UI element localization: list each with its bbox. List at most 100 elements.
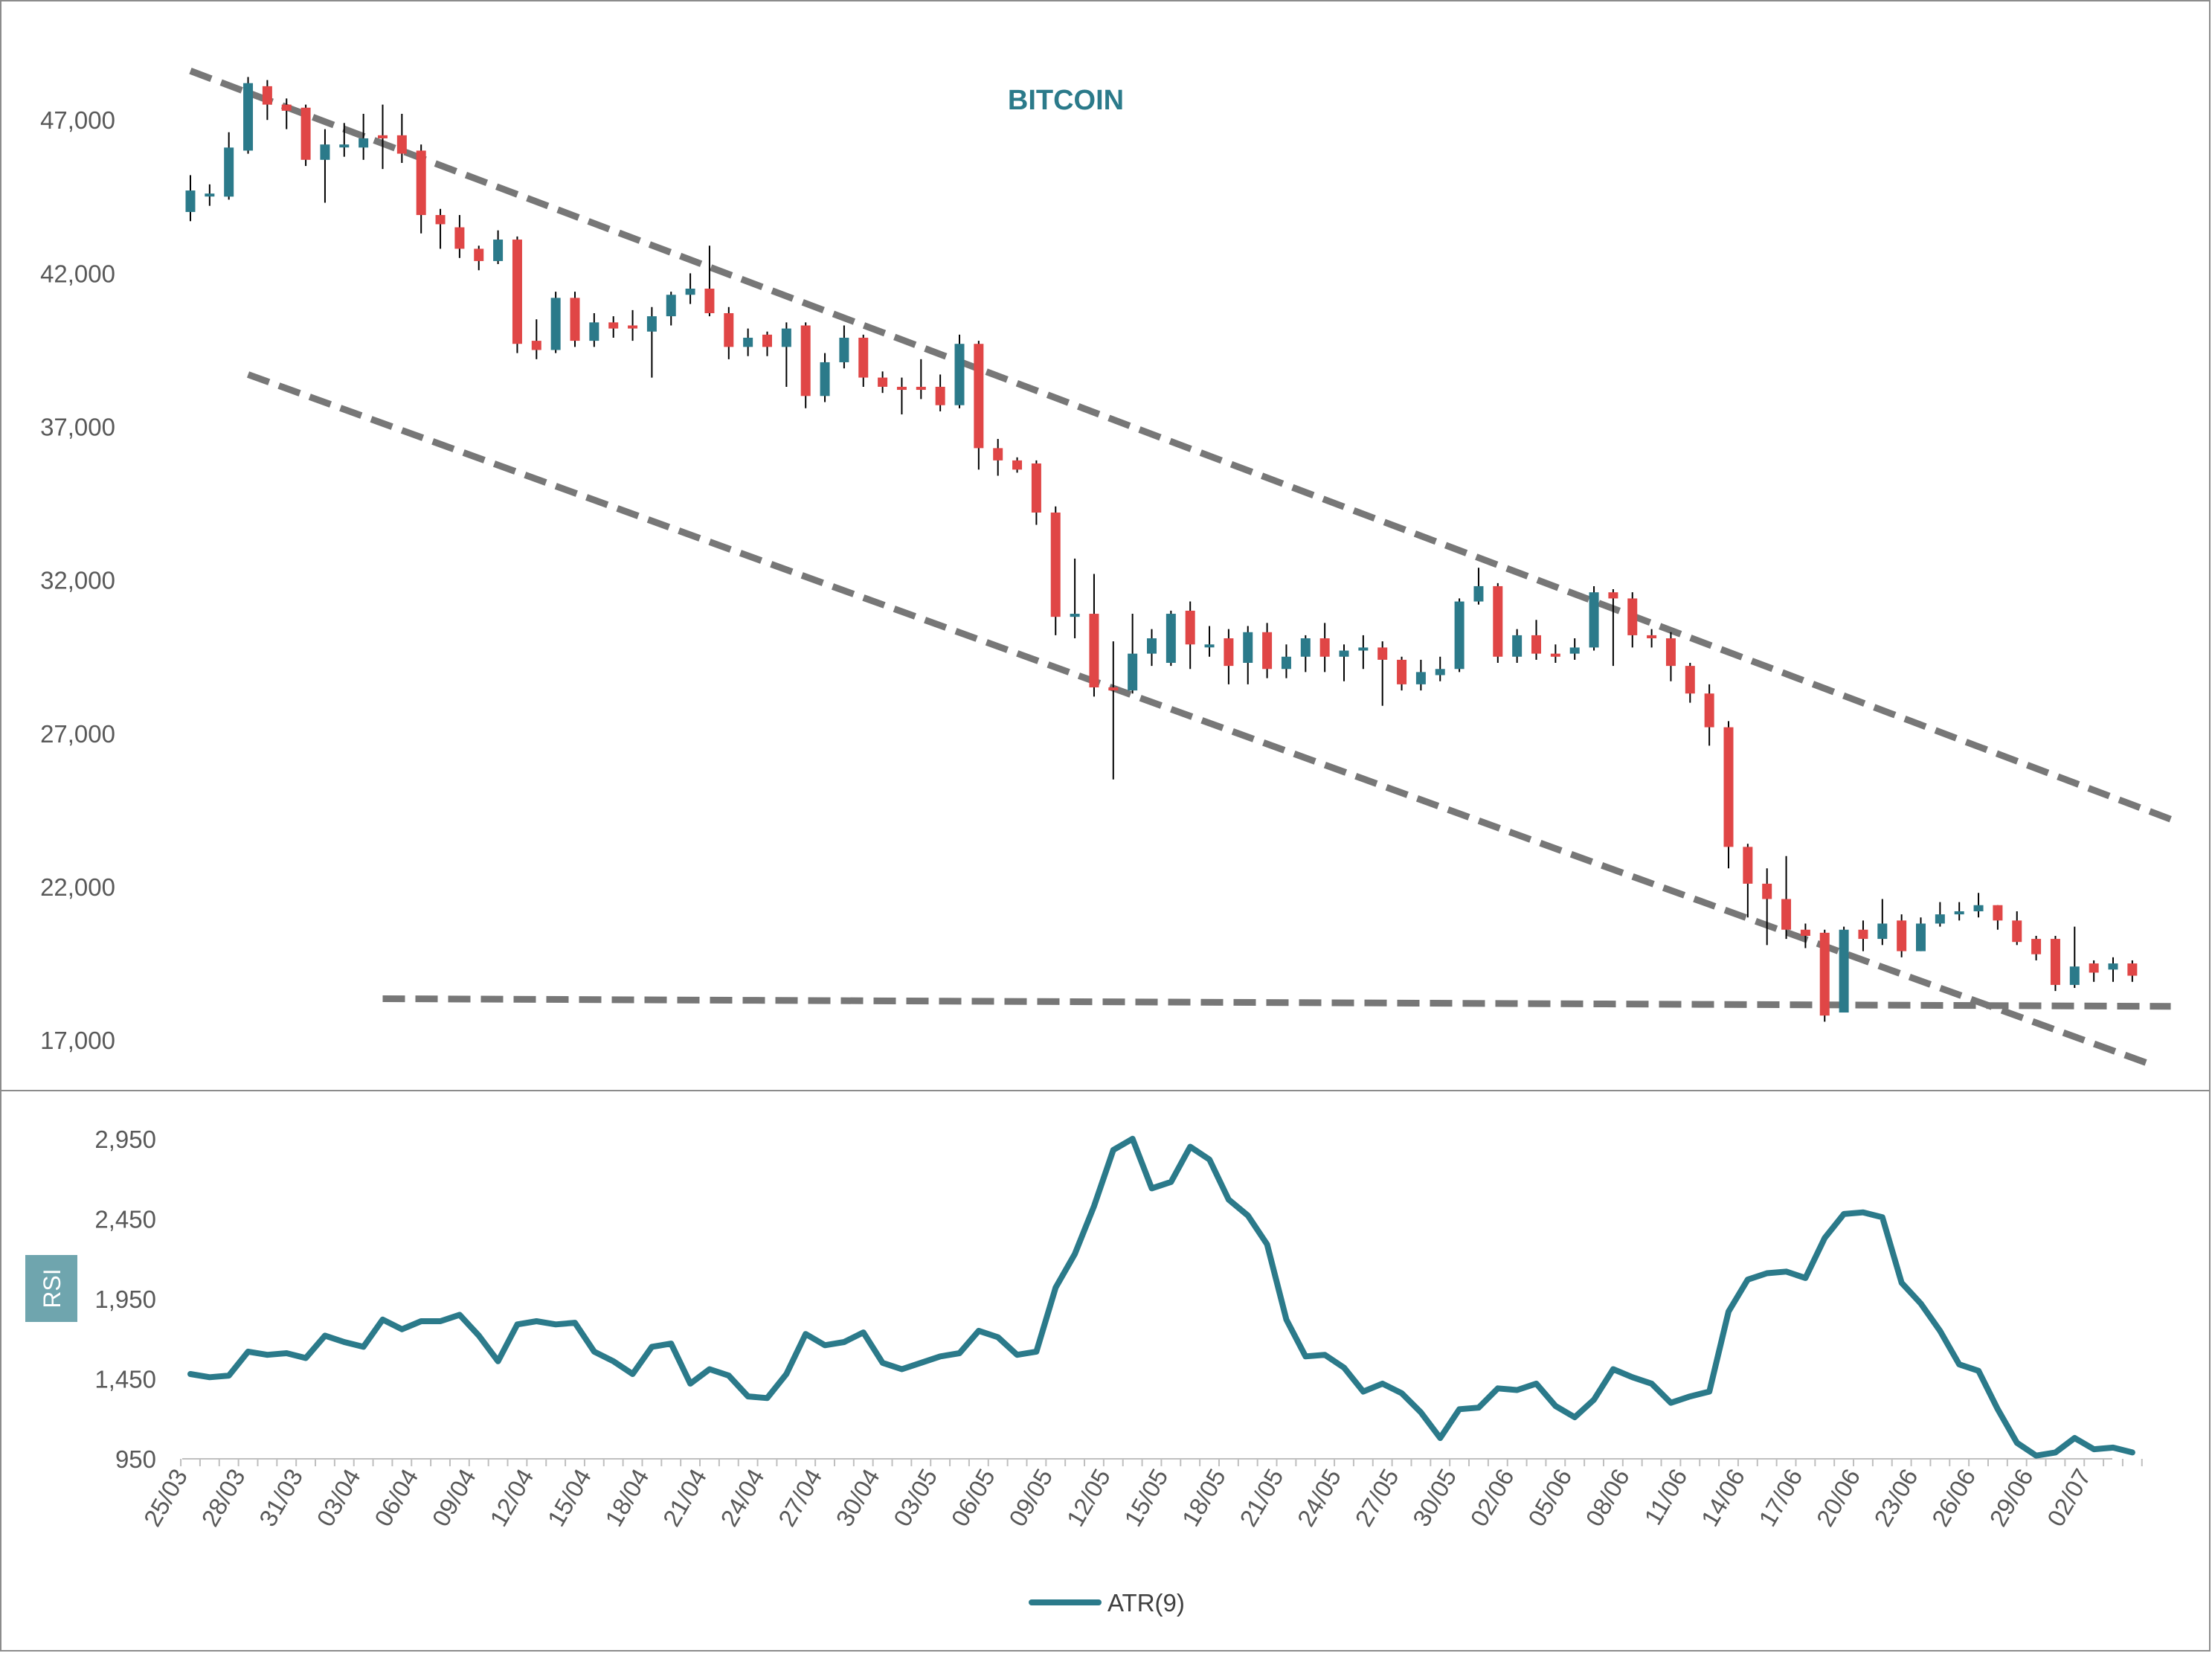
candle: [1281, 644, 1291, 678]
candle-body-up: [1204, 644, 1215, 648]
candle-body-up: [666, 295, 676, 317]
candle-body-down: [1608, 592, 1618, 599]
chart-title: BITCOIN: [1008, 85, 1124, 116]
candle: [1704, 684, 1714, 746]
candle: [378, 104, 388, 170]
candle-body-up: [1839, 929, 1849, 1013]
candle: [1493, 582, 1503, 664]
candle-body-up: [1300, 638, 1311, 657]
candle: [628, 309, 638, 341]
candle-body-down: [1050, 512, 1061, 617]
candle-body-down: [628, 325, 638, 329]
candle-body-down: [762, 334, 772, 347]
atr-y-tick-label: 1,450: [94, 1365, 156, 1393]
candle: [1185, 601, 1195, 670]
candle-body-down: [454, 227, 465, 249]
candle-body-up: [589, 322, 599, 341]
price-y-tick-label: 47,000: [40, 106, 115, 134]
candle: [1839, 926, 1849, 1013]
candle: [493, 230, 504, 265]
candle: [1647, 629, 1657, 648]
candle: [685, 273, 695, 304]
candle-body-up: [1589, 592, 1599, 648]
candle-body-down: [1723, 727, 1734, 847]
x-tick-label: 12/04: [484, 1464, 538, 1531]
candle: [993, 439, 1003, 476]
candle: [896, 377, 907, 415]
candle: [1473, 568, 1484, 605]
candle-body-up: [1281, 656, 1291, 670]
candle-body-down: [2012, 920, 2022, 943]
candle: [359, 113, 369, 160]
atr-y-tick-label: 2,950: [94, 1126, 156, 1153]
candle: [454, 215, 465, 258]
candle-body-up: [185, 190, 196, 212]
candle-body-up: [2108, 963, 2118, 970]
x-tick-label: 27/04: [773, 1464, 827, 1531]
candle: [1800, 923, 1810, 949]
candle: [1954, 902, 1964, 921]
x-tick-label: 30/04: [830, 1464, 884, 1531]
candle: [1569, 638, 1580, 660]
candle: [1454, 598, 1465, 673]
trendlines: [189, 68, 2173, 1068]
candle-body-up: [1473, 585, 1484, 602]
candle-body-down: [1397, 659, 1407, 684]
candle: [608, 316, 619, 338]
candle-body-up: [224, 147, 234, 197]
candle-body-down: [416, 150, 426, 216]
x-tick-label: 18/04: [599, 1464, 654, 1531]
candle-body-down: [1993, 905, 2003, 921]
candle: [704, 245, 715, 317]
candle-body-up: [1147, 638, 1157, 654]
candle: [1339, 644, 1349, 681]
candle: [2108, 957, 2118, 982]
candle-body-up: [1454, 601, 1465, 670]
candle-body-up: [205, 193, 215, 197]
candle: [416, 144, 426, 234]
candle-body-up: [646, 316, 657, 332]
candle-body-down: [281, 104, 292, 111]
candle-body-up: [1243, 632, 1253, 664]
candle: [974, 341, 984, 470]
x-tick-label: 05/06: [1523, 1464, 1577, 1531]
candle: [954, 334, 965, 408]
candle-body-down: [800, 325, 811, 397]
candle: [1877, 899, 1888, 946]
candle-body-up: [1512, 635, 1523, 657]
candle: [1665, 632, 1676, 681]
candle: [1819, 929, 1830, 1022]
candle: [1512, 629, 1523, 664]
x-tick-label: 15/04: [542, 1464, 597, 1531]
candle: [781, 322, 791, 387]
x-tick-label: 21/05: [1234, 1464, 1288, 1531]
trendline-upper-channel: [189, 68, 2173, 823]
x-tick-label: 26/06: [1926, 1464, 1981, 1531]
candle: [1935, 902, 1945, 927]
x-tick-label: 17/06: [1753, 1464, 1807, 1531]
candle: [1415, 659, 1426, 691]
candle: [1070, 558, 1080, 639]
atr-series-line: [187, 1135, 2135, 1459]
candle: [916, 359, 926, 399]
x-tick-label: 12/05: [1061, 1464, 1116, 1531]
candle: [666, 292, 676, 326]
x-tick-label: 27/05: [1349, 1464, 1404, 1531]
candle: [1973, 893, 1984, 918]
candle: [1435, 656, 1445, 681]
candle: [1108, 641, 1119, 780]
x-tick-label: 23/06: [1868, 1464, 1923, 1531]
candle: [1781, 856, 1792, 940]
candle-body-down: [474, 248, 484, 261]
candle: [1204, 626, 1215, 657]
rsi-label-background: [25, 1255, 77, 1322]
candle: [1589, 585, 1599, 651]
candle-body-down: [724, 312, 734, 347]
candle-body-down: [858, 337, 869, 378]
rsi-label: RSI: [39, 1268, 65, 1308]
x-tick-label: 24/05: [1292, 1464, 1346, 1531]
candle: [1050, 506, 1061, 635]
candle: [550, 292, 561, 353]
candle-body-down: [916, 386, 926, 391]
candle-body-down: [1627, 598, 1638, 635]
